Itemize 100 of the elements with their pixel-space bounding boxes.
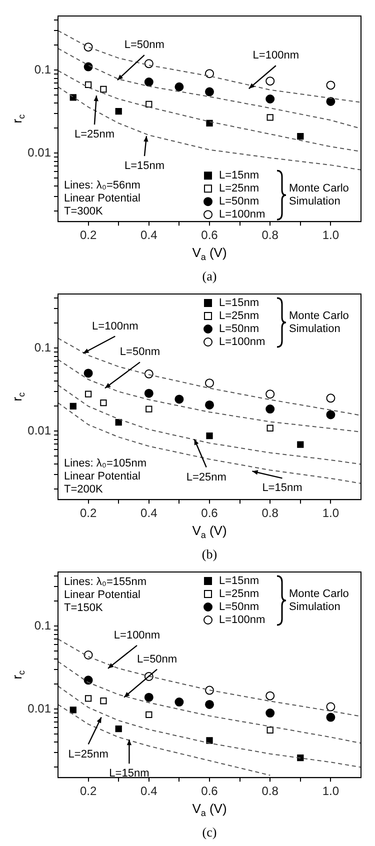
annotation: Linear Potential bbox=[64, 470, 140, 483]
point bbox=[205, 700, 214, 709]
point bbox=[144, 692, 154, 702]
point bbox=[174, 698, 184, 707]
legend-label: L=100nm bbox=[219, 614, 266, 626]
point bbox=[115, 726, 122, 732]
x-tick-label: 0.6 bbox=[201, 784, 218, 798]
y-tick-label: 0.01 bbox=[28, 424, 52, 438]
x-tick-label: 0.2 bbox=[80, 784, 97, 798]
legend-label: L=50nm bbox=[219, 323, 260, 336]
point bbox=[266, 708, 275, 718]
point bbox=[100, 698, 107, 704]
point bbox=[100, 86, 107, 93]
x-tick-label: 1.0 bbox=[322, 784, 340, 798]
line-series bbox=[58, 359, 361, 432]
point bbox=[205, 686, 214, 695]
line-series bbox=[58, 704, 271, 776]
point bbox=[146, 100, 152, 108]
point bbox=[326, 410, 336, 420]
annotation: Linear Potential bbox=[64, 192, 140, 205]
point bbox=[266, 404, 275, 414]
y-axis-title: rc bbox=[10, 670, 26, 680]
annotation: Lines: λ₀=56nm bbox=[64, 180, 140, 192]
point bbox=[297, 441, 304, 448]
point bbox=[100, 399, 107, 406]
x-tick-label: 0.2 bbox=[80, 506, 97, 520]
point bbox=[205, 87, 214, 96]
y-tick-label: 0.01 bbox=[28, 702, 52, 716]
x-tick-label: 0.2 bbox=[80, 228, 97, 242]
point bbox=[84, 62, 93, 72]
point bbox=[144, 78, 154, 87]
legend-label: L=25nm bbox=[219, 310, 260, 322]
legend-label: L=50nm bbox=[219, 601, 260, 614]
point bbox=[146, 406, 152, 412]
annotation: L=25nm bbox=[68, 748, 108, 760]
x-tick-label: 0.8 bbox=[262, 506, 279, 520]
annotation: Linear Potential bbox=[64, 589, 140, 602]
point bbox=[84, 695, 92, 702]
point bbox=[84, 390, 92, 398]
point bbox=[205, 69, 214, 78]
point bbox=[266, 94, 275, 104]
annotation: Lines: λ₀=105nm bbox=[64, 458, 147, 470]
line-series bbox=[58, 686, 361, 768]
legend-label: L=15nm bbox=[219, 170, 260, 182]
y-axis-title: rc bbox=[10, 392, 26, 402]
point bbox=[266, 76, 275, 86]
point bbox=[70, 706, 76, 714]
annotation: L=50nm bbox=[124, 39, 164, 52]
annotation: L=25nm bbox=[186, 471, 226, 484]
point bbox=[206, 432, 213, 440]
annotation: T=150K bbox=[64, 602, 104, 614]
legend-label: L=100nm bbox=[219, 336, 266, 348]
legend-label: L=15nm bbox=[219, 297, 260, 310]
line-series bbox=[58, 70, 361, 152]
y-tick-label: 0.01 bbox=[28, 146, 52, 160]
annotation: T=300K bbox=[64, 206, 104, 218]
legend-label: L=50nm bbox=[219, 196, 260, 208]
point bbox=[144, 388, 154, 398]
annotation: L=25nm bbox=[74, 128, 115, 141]
text: (a) bbox=[202, 268, 217, 284]
point bbox=[84, 650, 93, 660]
annotation: L=100nm bbox=[114, 629, 160, 642]
x-tick-label: 0.4 bbox=[140, 784, 158, 798]
y-tick-label: 0.1 bbox=[34, 618, 52, 633]
line-series bbox=[58, 86, 361, 170]
point bbox=[266, 114, 274, 121]
text: (c) bbox=[202, 824, 217, 840]
annotation: L=15nm bbox=[109, 768, 150, 780]
annotation: L=15nm bbox=[124, 160, 165, 172]
point bbox=[84, 676, 93, 685]
point bbox=[266, 726, 274, 734]
point bbox=[326, 712, 336, 722]
legend-title: Monte Carlo Simulation bbox=[289, 182, 349, 208]
point bbox=[146, 711, 152, 718]
legend-title: Monte Carlo Simulation bbox=[289, 588, 349, 614]
point bbox=[144, 369, 154, 378]
y-tick-label: 0.1 bbox=[34, 62, 52, 77]
y-axis-title: rc bbox=[10, 114, 26, 124]
annotation: L=50nm bbox=[120, 346, 160, 358]
x-tick-label: 1.0 bbox=[322, 506, 340, 520]
line-series bbox=[58, 638, 361, 717]
point bbox=[70, 402, 76, 410]
x-tick-label: 0.8 bbox=[262, 228, 279, 242]
point bbox=[115, 108, 122, 115]
x-tick-label: 0.8 bbox=[262, 784, 279, 798]
annotation: L=100nm bbox=[92, 320, 138, 332]
legend-label: L=15nm bbox=[219, 575, 260, 588]
line-series bbox=[58, 402, 361, 484]
x-tick-label: 1.0 bbox=[322, 228, 340, 242]
annotation: L=100nm bbox=[252, 50, 299, 62]
annotation: Lines: λ₀=155nm bbox=[64, 576, 147, 588]
text: (b) bbox=[202, 546, 218, 562]
point bbox=[84, 81, 92, 88]
point bbox=[205, 378, 214, 388]
legend-label: L=25nm bbox=[219, 588, 260, 600]
point bbox=[144, 59, 154, 68]
point bbox=[266, 691, 275, 700]
legend-label: L=100nm bbox=[219, 208, 266, 221]
point bbox=[326, 394, 336, 403]
x-tick-label: 0.4 bbox=[140, 228, 158, 242]
